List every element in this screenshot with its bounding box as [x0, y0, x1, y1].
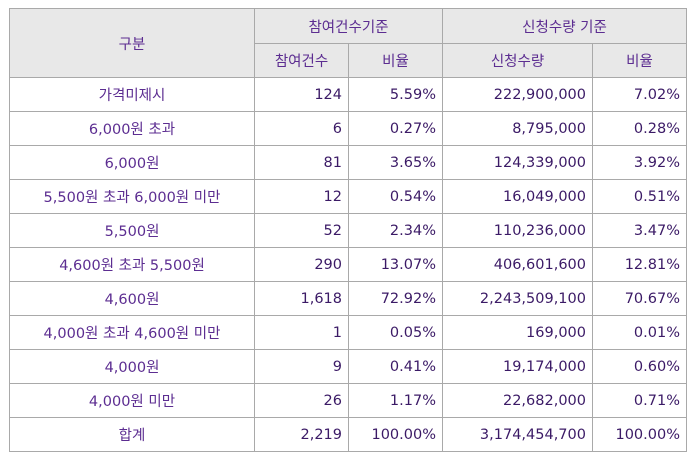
header-row-sub: 참여건수 비율 신청수량 비율 — [10, 43, 687, 78]
row-label: 4,000원 초과 4,600원 미만 — [9, 315, 255, 350]
row-count: 81 — [254, 145, 349, 180]
header-request-qty: 신청수량 — [442, 43, 593, 78]
header-row-top: 구분 참여건수기준 신청수량 기준 — [9, 8, 687, 78]
row-label: 5,500원 — [9, 213, 255, 248]
row-qty: 19,174,000 — [442, 349, 593, 384]
row-count-ratio: 72.92% — [348, 281, 443, 316]
row-qty: 3,174,454,700 — [442, 417, 593, 452]
row-qty: 110,236,000 — [442, 213, 593, 248]
table-row: 5,500원 초과 6,000원 미만 12 0.54% 16,049,000 0.51… — [9, 179, 687, 214]
row-label: 4,600원 초과 5,500원 — [9, 247, 255, 282]
row-qty-ratio: 0.60% — [592, 349, 687, 384]
results-table-container: 구분 참여건수기준 신청수량 기준 참여건수 비율 신청수량 비율 가격미제시 1… — [9, 8, 687, 452]
row-label: 4,000원 미만 — [9, 383, 255, 418]
demand-forecast-table: 구분 참여건수기준 신청수량 기준 참여건수 비율 신청수량 비율 가격미제시 1… — [9, 8, 687, 452]
row-count: 6 — [254, 111, 349, 146]
row-count-ratio: 0.27% — [348, 111, 443, 146]
table-row: 6,000원 초과 6 0.27% 8,795,000 0.28% — [9, 111, 687, 146]
row-count: 26 — [254, 383, 349, 418]
row-qty-ratio: 0.01% — [592, 315, 687, 350]
row-qty-ratio: 3.47% — [592, 213, 687, 248]
row-qty: 169,000 — [442, 315, 593, 350]
header-category: 구분 — [9, 8, 255, 78]
row-count: 12 — [254, 179, 349, 214]
table-row: 5,500원 52 2.34% 110,236,000 3.47% — [9, 213, 687, 248]
row-qty: 124,339,000 — [442, 145, 593, 180]
row-qty-ratio: 0.71% — [592, 383, 687, 418]
row-qty-ratio: 70.67% — [592, 281, 687, 316]
row-qty-ratio: 0.51% — [592, 179, 687, 214]
row-count: 52 — [254, 213, 349, 248]
table-row: 4,600원 초과 5,500원 290 13.07% 406,601,600 12.8… — [9, 247, 687, 282]
row-label: 4,600원 — [9, 281, 255, 316]
row-count-ratio: 0.05% — [348, 315, 443, 350]
row-label: 가격미제시 — [9, 77, 255, 112]
row-count: 1 — [254, 315, 349, 350]
row-count: 9 — [254, 349, 349, 384]
header-participation-count: 참여건수 — [254, 43, 349, 78]
row-label: 4,000원 — [9, 349, 255, 384]
row-qty-ratio: 0.28% — [592, 111, 687, 146]
row-qty: 222,900,000 — [442, 77, 593, 112]
row-count-ratio: 3.65% — [348, 145, 443, 180]
row-count-ratio: 0.41% — [348, 349, 443, 384]
row-count-ratio: 13.07% — [348, 247, 443, 282]
header-participation-ratio: 비율 — [348, 43, 443, 78]
row-label: 6,000원 — [9, 145, 255, 180]
row-qty-ratio: 100.00% — [592, 417, 687, 452]
table-row: 4,600원 1,618 72.92% 2,243,509,100 70.67% — [9, 281, 687, 316]
row-qty-ratio: 12.81% — [592, 247, 687, 282]
row-label: 6,000원 초과 — [9, 111, 255, 146]
header-group-participation: 참여건수기준 — [254, 8, 443, 44]
row-qty: 406,601,600 — [442, 247, 593, 282]
table-row: 4,000원 초과 4,600원 미만 1 0.05% 169,000 0.01% — [9, 315, 687, 350]
table-row: 4,000원 9 0.41% 19,174,000 0.60% — [9, 349, 687, 384]
table-row: 4,000원 미만 26 1.17% 22,682,000 0.71% — [9, 383, 687, 418]
row-qty-ratio: 7.02% — [592, 77, 687, 112]
row-count-ratio: 5.59% — [348, 77, 443, 112]
row-qty: 22,682,000 — [442, 383, 593, 418]
table-row: 합계 2,219 100.00% 3,174,454,700 100.00% — [9, 417, 687, 452]
table-row: 가격미제시 124 5.59% 222,900,000 7.02% — [9, 77, 687, 112]
row-count: 290 — [254, 247, 349, 282]
row-qty: 16,049,000 — [442, 179, 593, 214]
row-count: 2,219 — [254, 417, 349, 452]
row-count: 1,618 — [254, 281, 349, 316]
row-qty-ratio: 3.92% — [592, 145, 687, 180]
row-label: 합계 — [9, 417, 255, 452]
row-count-ratio: 2.34% — [348, 213, 443, 248]
row-qty: 2,243,509,100 — [442, 281, 593, 316]
row-qty: 8,795,000 — [442, 111, 593, 146]
row-label: 5,500원 초과 6,000원 미만 — [9, 179, 255, 214]
row-count-ratio: 0.54% — [348, 179, 443, 214]
header-request-ratio: 비율 — [592, 43, 687, 78]
row-count-ratio: 1.17% — [348, 383, 443, 418]
table-row: 6,000원 81 3.65% 124,339,000 3.92% — [9, 145, 687, 180]
row-count-ratio: 100.00% — [348, 417, 443, 452]
header-group-request: 신청수량 기준 — [442, 8, 687, 44]
row-count: 124 — [254, 77, 349, 112]
